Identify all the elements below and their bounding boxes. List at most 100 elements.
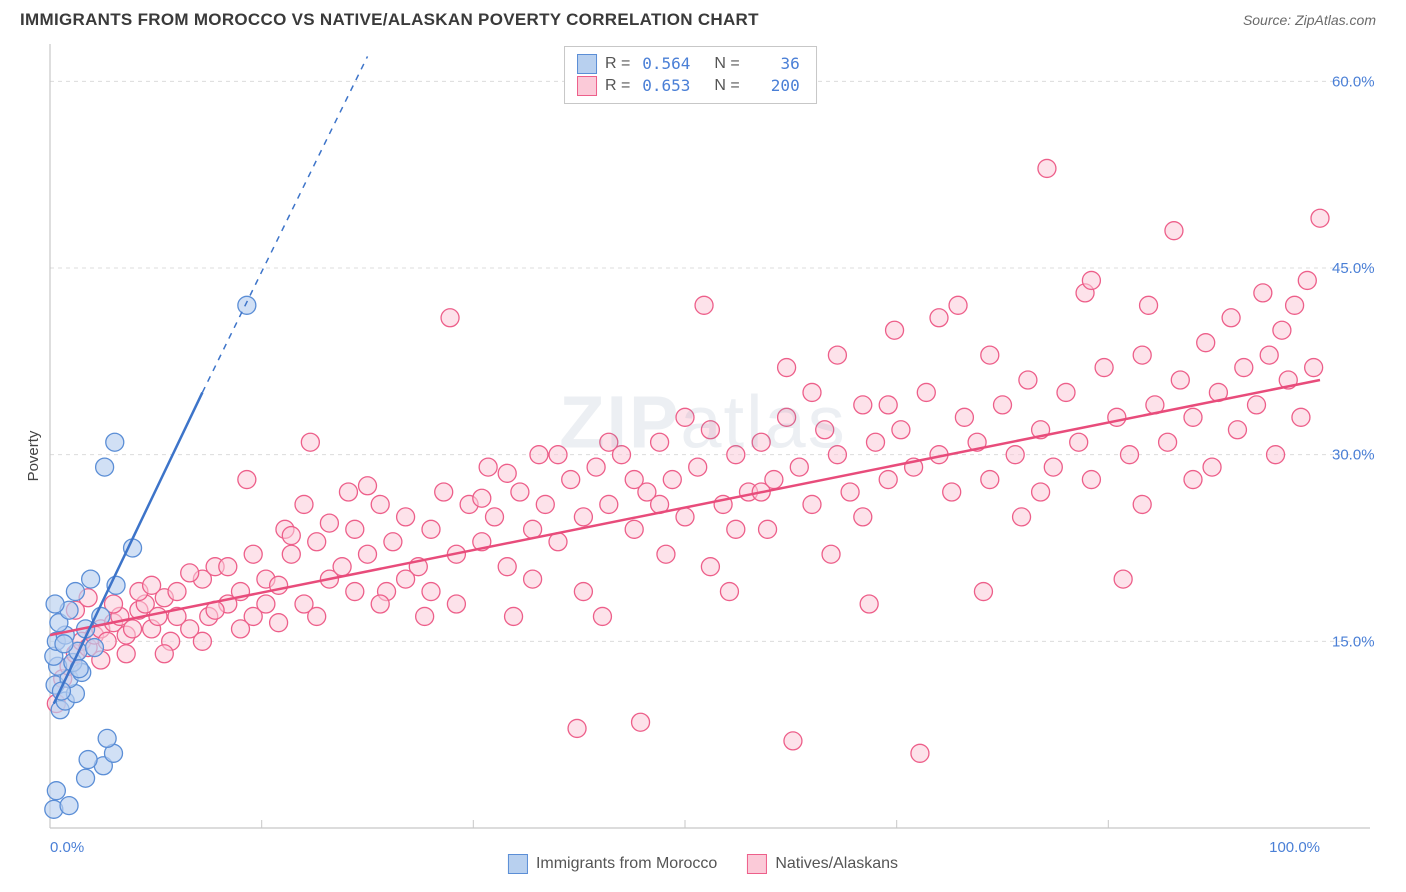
swatch-series-b xyxy=(577,76,597,96)
data-point xyxy=(1228,421,1246,439)
data-point xyxy=(676,408,694,426)
data-point xyxy=(447,595,465,613)
n-value-b: 200 xyxy=(748,75,800,97)
data-point xyxy=(949,296,967,314)
data-point xyxy=(1133,495,1151,513)
swatch-series-a xyxy=(508,854,528,874)
data-point xyxy=(479,458,497,476)
data-point xyxy=(841,483,859,501)
data-point xyxy=(397,570,415,588)
data-point xyxy=(1082,271,1100,289)
data-point xyxy=(778,359,796,377)
data-point xyxy=(339,483,357,501)
data-point xyxy=(574,508,592,526)
data-point xyxy=(600,495,618,513)
data-point xyxy=(397,508,415,526)
data-point xyxy=(244,545,262,563)
data-point xyxy=(1311,209,1329,227)
data-point xyxy=(727,520,745,538)
data-point xyxy=(1286,296,1304,314)
data-point xyxy=(784,732,802,750)
data-point xyxy=(974,583,992,601)
data-point xyxy=(60,797,78,815)
data-point xyxy=(1140,296,1158,314)
data-point xyxy=(308,533,326,551)
data-point xyxy=(371,495,389,513)
data-point xyxy=(168,583,186,601)
data-point xyxy=(625,471,643,489)
page-title: IMMIGRANTS FROM MOROCCO VS NATIVE/ALASKA… xyxy=(20,10,759,30)
data-point xyxy=(85,639,103,657)
data-point xyxy=(943,483,961,501)
data-point xyxy=(892,421,910,439)
data-point xyxy=(106,433,124,451)
data-point xyxy=(695,296,713,314)
data-point xyxy=(498,464,516,482)
data-point xyxy=(1267,446,1285,464)
data-point xyxy=(1273,321,1291,339)
data-point xyxy=(47,782,65,800)
data-point xyxy=(82,570,100,588)
data-point xyxy=(1305,359,1323,377)
scatter-chart: 15.0%30.0%45.0%60.0%0.0%100.0% xyxy=(0,36,1406,876)
data-point xyxy=(1108,408,1126,426)
data-point xyxy=(238,296,256,314)
data-point xyxy=(371,595,389,613)
data-point xyxy=(587,458,605,476)
data-point xyxy=(1159,433,1177,451)
data-point xyxy=(1235,359,1253,377)
data-point xyxy=(1197,334,1215,352)
series-b-label: Natives/Alaskans xyxy=(775,855,898,873)
data-point xyxy=(994,396,1012,414)
svg-text:30.0%: 30.0% xyxy=(1332,447,1375,464)
swatch-series-a xyxy=(577,54,597,74)
r-label: R = xyxy=(605,53,630,75)
data-point xyxy=(282,527,300,545)
trend-line-a-ext xyxy=(202,56,367,392)
data-point xyxy=(568,719,586,737)
data-point xyxy=(1121,446,1139,464)
data-point xyxy=(46,595,64,613)
data-point xyxy=(1057,383,1075,401)
swatch-series-b xyxy=(747,854,767,874)
svg-text:0.0%: 0.0% xyxy=(50,839,84,856)
data-point xyxy=(879,396,897,414)
r-value-a: 0.564 xyxy=(638,53,690,75)
data-point xyxy=(530,446,548,464)
data-point xyxy=(1184,471,1202,489)
data-point xyxy=(219,558,237,576)
data-point xyxy=(955,408,973,426)
data-point xyxy=(79,751,97,769)
data-point xyxy=(1298,271,1316,289)
svg-text:100.0%: 100.0% xyxy=(1269,839,1320,856)
data-point xyxy=(1082,471,1100,489)
data-point xyxy=(1248,396,1266,414)
data-point xyxy=(574,583,592,601)
data-point xyxy=(193,632,211,650)
data-point xyxy=(1171,371,1189,389)
data-point xyxy=(1070,433,1088,451)
data-point xyxy=(320,514,338,532)
data-point xyxy=(816,421,834,439)
data-point xyxy=(911,744,929,762)
data-point xyxy=(486,508,504,526)
y-axis-label: Poverty xyxy=(25,431,42,482)
data-point xyxy=(1222,309,1240,327)
data-point xyxy=(55,635,73,653)
data-point xyxy=(143,576,161,594)
data-point xyxy=(96,458,114,476)
data-point xyxy=(346,520,364,538)
data-point xyxy=(117,645,135,663)
series-a-label: Immigrants from Morocco xyxy=(536,855,717,873)
data-point xyxy=(803,495,821,513)
legend-correlation: R = 0.564 N = 36 R = 0.653 N = 200 xyxy=(564,46,817,104)
data-point xyxy=(1133,346,1151,364)
data-point xyxy=(822,545,840,563)
data-point xyxy=(549,446,567,464)
n-value-a: 36 xyxy=(748,53,800,75)
data-point xyxy=(536,495,554,513)
data-point xyxy=(1006,446,1024,464)
data-point xyxy=(511,483,529,501)
data-point xyxy=(98,729,116,747)
data-point xyxy=(295,495,313,513)
